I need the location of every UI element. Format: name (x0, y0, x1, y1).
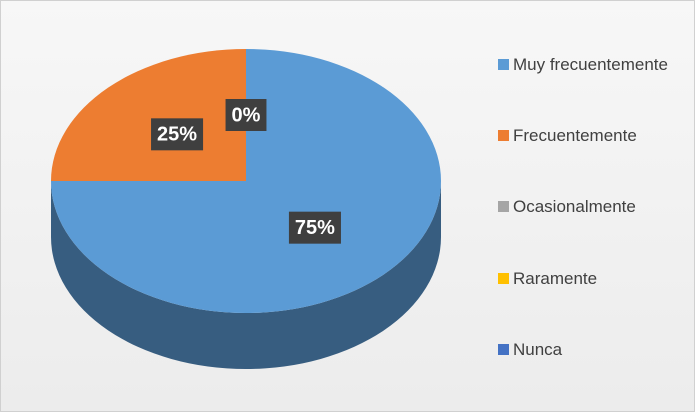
data-label-box (225, 99, 267, 131)
legend-label: Frecuentemente (513, 126, 637, 146)
legend-item: Nunca (498, 338, 688, 361)
legend-label: Muy frecuentemente (513, 55, 668, 75)
data-label-group: 75% (288, 211, 341, 244)
legend-item: Ocasionalmente (498, 195, 688, 218)
legend-swatch (498, 343, 509, 355)
legend-swatch (498, 272, 509, 284)
pie-side (51, 181, 441, 369)
data-label-group: 0% (225, 99, 267, 131)
legend-label: Nunca (513, 339, 563, 359)
legend-label: Raramente (513, 268, 598, 288)
data-label: 75% (295, 217, 335, 239)
data-label-box (151, 118, 204, 151)
pie-slice (51, 49, 246, 181)
legend-label: Ocasionalmente (513, 197, 636, 217)
legend-item: Muy frecuentemente (498, 53, 688, 76)
data-label: 0% (232, 104, 261, 126)
legend-swatch (498, 130, 509, 142)
legend-item: Raramente (498, 267, 688, 290)
legend: Muy frecuentemente Frecuentemente Ocasiona… (498, 29, 688, 385)
legend-swatch (498, 201, 509, 213)
data-label: 25% (157, 124, 197, 146)
legend-swatch (498, 59, 509, 71)
legend-item: Frecuentemente (498, 124, 688, 147)
data-label-group: 25% (151, 118, 204, 151)
data-label-box (288, 211, 341, 244)
